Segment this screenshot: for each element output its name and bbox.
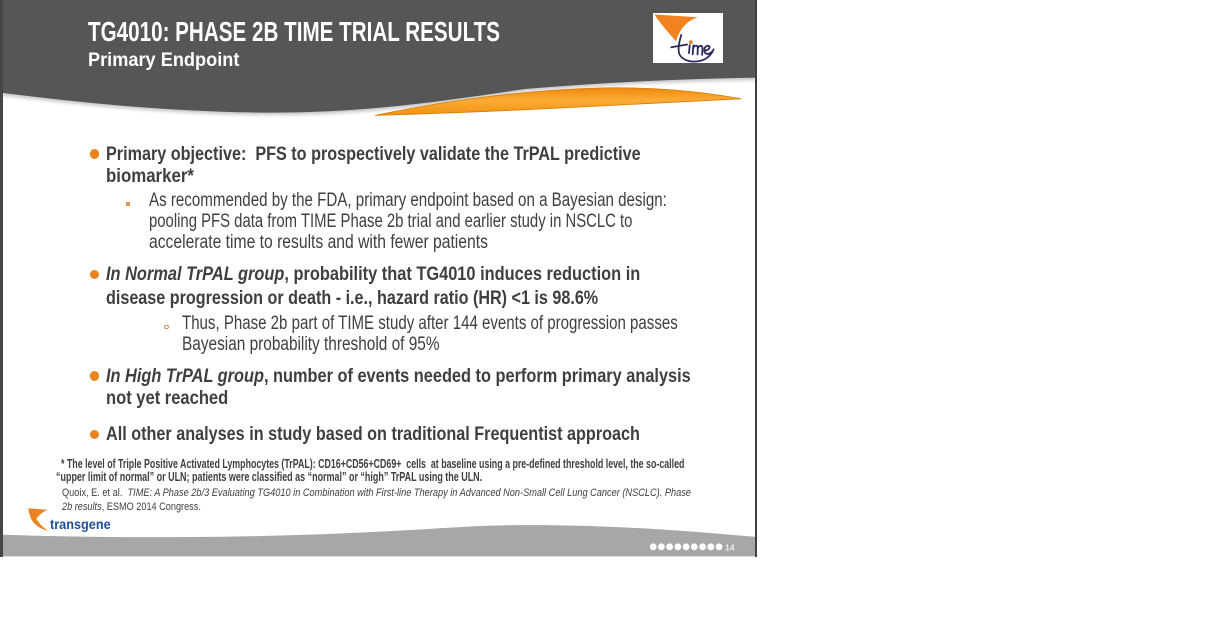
svg-text:14: 14 [725, 543, 735, 553]
